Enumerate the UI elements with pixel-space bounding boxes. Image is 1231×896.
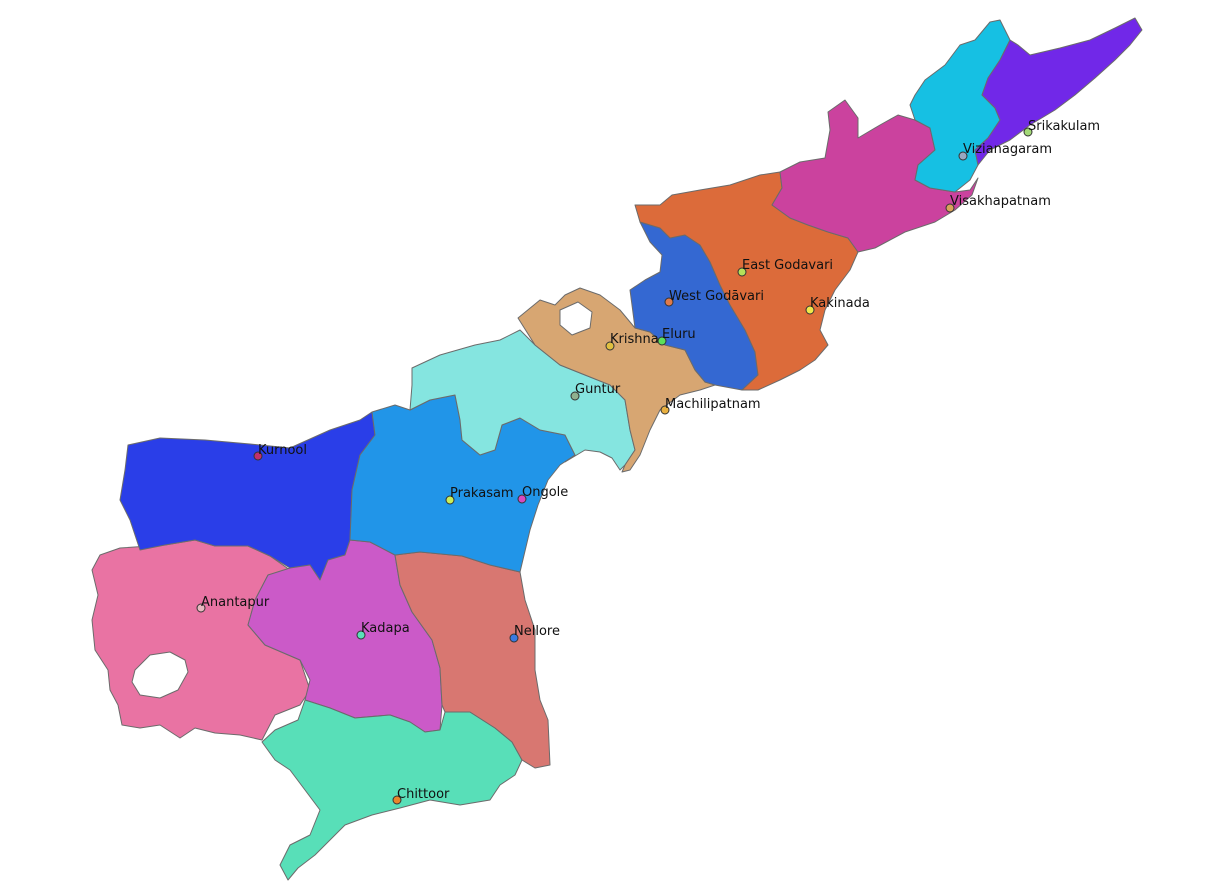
city-marker bbox=[945, 203, 955, 213]
city-label: Chittoor bbox=[397, 787, 450, 802]
city-marker bbox=[660, 405, 670, 415]
city-label: Krishna bbox=[610, 332, 659, 347]
city-label: Visakhapatnam bbox=[950, 194, 1051, 209]
district-srikakulam[interactable] bbox=[974, 17, 1143, 166]
city-label: Prakasam bbox=[450, 486, 514, 501]
city-marker bbox=[196, 603, 206, 613]
city-label: Kakinada bbox=[810, 296, 870, 311]
city-marker bbox=[356, 630, 366, 640]
city-markers bbox=[196, 127, 1033, 805]
city-marker bbox=[664, 297, 674, 307]
city-marker bbox=[509, 633, 519, 643]
city-marker bbox=[1023, 127, 1033, 137]
city-marker bbox=[570, 391, 580, 401]
city-label: Anantapur bbox=[201, 595, 270, 610]
city-marker bbox=[253, 451, 263, 461]
district-krishna[interactable] bbox=[517, 287, 716, 473]
city-marker bbox=[805, 305, 815, 315]
district-east-godavari[interactable] bbox=[634, 171, 859, 391]
city-marker bbox=[737, 267, 747, 277]
district-chittoor[interactable] bbox=[261, 699, 523, 881]
city-label: Kurnool bbox=[258, 443, 307, 458]
city-marker bbox=[657, 336, 667, 346]
city-marker bbox=[605, 341, 615, 351]
city-marker bbox=[445, 495, 455, 505]
city-label: Ongole bbox=[522, 485, 568, 500]
city-label: West Godāvari bbox=[669, 289, 764, 304]
city-label: Srikakulam bbox=[1028, 119, 1100, 134]
city-label: Eluru bbox=[662, 327, 696, 342]
city-label: Guntur bbox=[575, 382, 621, 397]
city-label: Vizianagaram bbox=[963, 142, 1052, 157]
city-label: East Godavari bbox=[742, 258, 833, 273]
city-marker bbox=[517, 494, 527, 504]
city-label: Machilipatnam bbox=[665, 397, 761, 412]
city-labels: Srikakulam Vizianagaram Visakhapatnam Ea… bbox=[201, 119, 1100, 802]
city-marker bbox=[958, 151, 968, 161]
city-label: Kadapa bbox=[361, 621, 410, 636]
city-marker bbox=[392, 795, 402, 805]
city-label: Nellore bbox=[514, 624, 560, 639]
